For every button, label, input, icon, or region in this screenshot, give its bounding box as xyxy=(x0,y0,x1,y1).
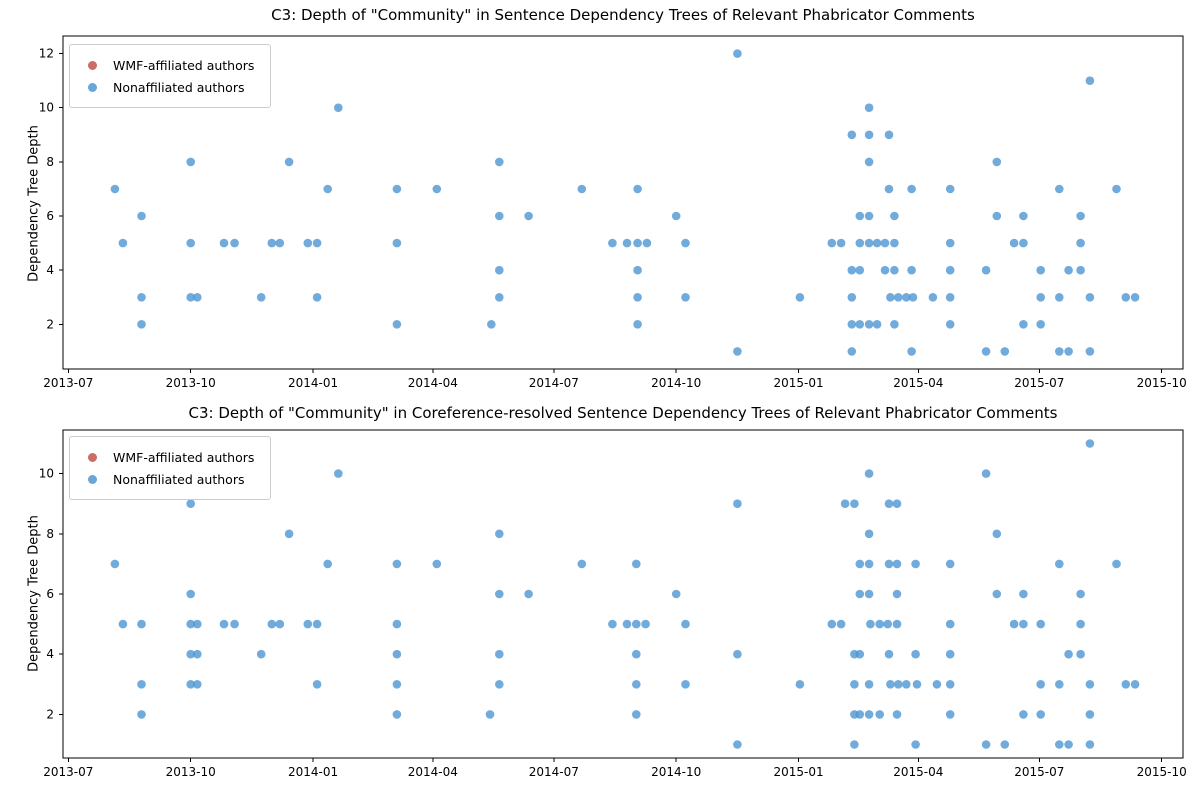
legend-item-wmf: WMF-affiliated authors xyxy=(82,446,254,468)
svg-text:2: 2 xyxy=(46,317,54,331)
svg-text:6: 6 xyxy=(46,209,54,223)
svg-text:2015-04: 2015-04 xyxy=(893,376,943,390)
svg-text:8: 8 xyxy=(46,527,54,541)
y-axis-label: Dependency Tree Depth xyxy=(26,515,42,672)
svg-text:10: 10 xyxy=(39,467,54,481)
legend-label: WMF-affiliated authors xyxy=(113,57,255,73)
svg-text:6: 6 xyxy=(46,587,54,601)
svg-text:2014-01: 2014-01 xyxy=(288,376,338,390)
nonaffiliated-marker-icon xyxy=(88,474,97,484)
svg-text:2: 2 xyxy=(46,707,54,721)
chart-coreference-resolved: C3: Depth of "Community" in Coreference-… xyxy=(0,400,1200,800)
svg-text:8: 8 xyxy=(46,155,54,169)
svg-text:10: 10 xyxy=(39,101,54,115)
svg-text:4: 4 xyxy=(46,647,54,661)
svg-text:2014-01: 2014-01 xyxy=(288,765,338,779)
svg-text:12: 12 xyxy=(39,47,54,61)
legend-item-nonaffiliated: Nonaffiliated authors xyxy=(82,468,254,490)
svg-text:2015-07: 2015-07 xyxy=(1014,765,1064,779)
svg-text:2015-10: 2015-10 xyxy=(1137,765,1187,779)
chart-sentence-dependency: C3: Depth of "Community" in Sentence Dep… xyxy=(26,6,1187,390)
svg-text:2013-10: 2013-10 xyxy=(166,765,216,779)
svg-text:2014-10: 2014-10 xyxy=(651,376,701,390)
svg-text:2015-04: 2015-04 xyxy=(893,765,943,779)
svg-text:2015-01: 2015-01 xyxy=(774,765,824,779)
svg-text:2014-10: 2014-10 xyxy=(651,765,701,779)
svg-text:2013-07: 2013-07 xyxy=(43,765,93,779)
svg-text:2015-07: 2015-07 xyxy=(1014,376,1064,390)
wmf-marker-icon xyxy=(88,60,97,70)
wmf-marker-icon xyxy=(88,452,97,462)
svg-text:2014-04: 2014-04 xyxy=(408,376,458,390)
y-axis-label: Dependency Tree Depth xyxy=(26,125,42,282)
svg-text:2013-10: 2013-10 xyxy=(166,376,216,390)
svg-text:2013-07: 2013-07 xyxy=(43,376,93,390)
nonaffiliated-marker-icon xyxy=(88,82,97,92)
svg-text:2015-10: 2015-10 xyxy=(1137,376,1187,390)
svg-text:4: 4 xyxy=(46,263,54,277)
legend: WMF-affiliated authors Nonaffiliated aut… xyxy=(69,436,272,500)
scatter-plot: 2013-07 2013-10 2014-01 2014-04 2014-07 2014-… xyxy=(39,429,1187,779)
svg-text:2014-04: 2014-04 xyxy=(408,765,458,779)
scatter-plot: 2013-07 2013-10 2014-01 2014-04 2014-07 2014-… xyxy=(39,35,1187,390)
legend-label: WMF-affiliated authors xyxy=(113,449,255,465)
svg-text:2014-07: 2014-07 xyxy=(529,376,579,390)
svg-text:2014-07: 2014-07 xyxy=(529,765,579,779)
legend-label: Nonaffiliated authors xyxy=(113,79,245,95)
legend: WMF-affiliated authors Nonaffiliated aut… xyxy=(69,44,272,108)
chart-title: C3: Depth of "Community" in Sentence Dep… xyxy=(271,6,975,24)
legend-item-wmf: WMF-affiliated authors xyxy=(82,54,254,76)
svg-text:2015-01: 2015-01 xyxy=(774,376,824,390)
legend-label: Nonaffiliated authors xyxy=(113,471,245,487)
legend-item-nonaffiliated: Nonaffiliated authors xyxy=(82,76,254,98)
chart-title: C3: Depth of "Community" in Coreference-… xyxy=(188,404,1058,422)
